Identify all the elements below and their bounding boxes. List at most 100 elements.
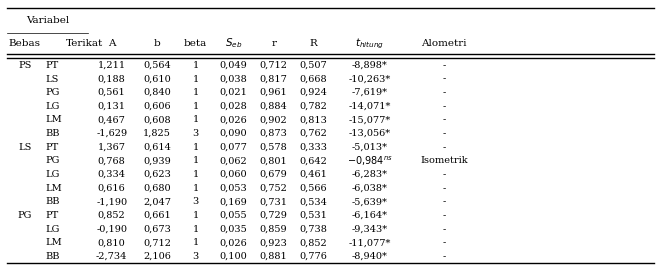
Text: 0,801: 0,801 — [260, 156, 288, 165]
Text: 0,100: 0,100 — [219, 252, 247, 261]
Text: -6,283*: -6,283* — [352, 170, 387, 179]
Text: 0,762: 0,762 — [299, 129, 327, 138]
Text: LM: LM — [45, 115, 61, 124]
Text: 0,673: 0,673 — [143, 225, 171, 234]
Text: 0,661: 0,661 — [143, 211, 171, 220]
Text: -: - — [442, 102, 446, 111]
Text: 0,881: 0,881 — [260, 252, 288, 261]
Text: -14,071*: -14,071* — [348, 102, 391, 111]
Text: 0,961: 0,961 — [260, 88, 288, 97]
Text: 0,623: 0,623 — [143, 170, 171, 179]
Text: Alometri: Alometri — [421, 39, 467, 48]
Text: PG: PG — [45, 156, 59, 165]
Text: -: - — [442, 129, 446, 138]
Text: 0,768: 0,768 — [98, 156, 126, 165]
Text: 0,776: 0,776 — [299, 252, 327, 261]
Text: 0,564: 0,564 — [143, 61, 171, 70]
Text: 0,049: 0,049 — [219, 61, 247, 70]
Text: 0,712: 0,712 — [143, 238, 171, 247]
Text: LG: LG — [45, 102, 59, 111]
Text: 1,211: 1,211 — [98, 61, 126, 70]
Text: 1: 1 — [192, 61, 199, 70]
Text: -0,190: -0,190 — [97, 225, 127, 234]
Text: -: - — [442, 61, 446, 70]
Text: 0,616: 0,616 — [98, 184, 126, 193]
Text: -1,190: -1,190 — [96, 197, 128, 206]
Text: 0,561: 0,561 — [98, 88, 126, 97]
Text: 0,852: 0,852 — [98, 211, 126, 220]
Text: 0,169: 0,169 — [219, 197, 247, 206]
Text: 0,852: 0,852 — [299, 238, 327, 247]
Text: $-0{,}984^{ns}$: $-0{,}984^{ns}$ — [346, 154, 393, 168]
Text: -: - — [442, 211, 446, 220]
Text: -: - — [442, 252, 446, 261]
Text: -11,077*: -11,077* — [348, 238, 391, 247]
Text: PT: PT — [45, 143, 58, 152]
Text: BB: BB — [45, 197, 59, 206]
Text: -13,056*: -13,056* — [348, 129, 391, 138]
Text: 0,053: 0,053 — [219, 184, 247, 193]
Text: 0,884: 0,884 — [260, 102, 288, 111]
Text: Variabel: Variabel — [26, 16, 69, 25]
Text: 0,642: 0,642 — [299, 156, 327, 165]
Text: -: - — [442, 184, 446, 193]
Text: -10,263*: -10,263* — [348, 74, 391, 84]
Text: Terikat: Terikat — [65, 39, 102, 48]
Text: $S_{eb}$: $S_{eb}$ — [225, 37, 242, 50]
Text: PT: PT — [45, 61, 58, 70]
Text: 0,461: 0,461 — [299, 170, 327, 179]
Text: LS: LS — [18, 143, 32, 152]
Text: 1: 1 — [192, 88, 199, 97]
Text: -: - — [442, 88, 446, 97]
Text: 0,610: 0,610 — [143, 74, 171, 84]
Text: 0,902: 0,902 — [260, 115, 288, 124]
Text: -2,734: -2,734 — [96, 252, 128, 261]
Text: 1: 1 — [192, 225, 199, 234]
Text: -6,038*: -6,038* — [352, 184, 387, 193]
Text: -: - — [442, 238, 446, 247]
Text: 0,668: 0,668 — [299, 74, 327, 84]
Text: -8,898*: -8,898* — [352, 61, 387, 70]
Text: -: - — [442, 115, 446, 124]
Text: -8,940*: -8,940* — [352, 252, 387, 261]
Text: 0,606: 0,606 — [143, 102, 171, 111]
Text: 3: 3 — [192, 129, 199, 138]
Text: -6,164*: -6,164* — [352, 211, 387, 220]
Text: 0,924: 0,924 — [299, 88, 327, 97]
Text: -1,629: -1,629 — [96, 129, 128, 138]
Text: 0,077: 0,077 — [219, 143, 247, 152]
Text: beta: beta — [184, 39, 208, 48]
Text: 0,566: 0,566 — [299, 184, 327, 193]
Text: 0,680: 0,680 — [143, 184, 171, 193]
Text: 0,531: 0,531 — [299, 211, 327, 220]
Text: 0,026: 0,026 — [219, 115, 247, 124]
Text: -5,013*: -5,013* — [352, 143, 387, 152]
Text: 1: 1 — [192, 211, 199, 220]
Text: 0,028: 0,028 — [219, 102, 247, 111]
Text: 0,026: 0,026 — [219, 238, 247, 247]
Text: A: A — [108, 39, 116, 48]
Text: 0,021: 0,021 — [219, 88, 247, 97]
Text: LM: LM — [45, 184, 61, 193]
Text: LS: LS — [45, 74, 58, 84]
Text: 0,578: 0,578 — [260, 143, 288, 152]
Text: b: b — [153, 39, 161, 48]
Text: 0,782: 0,782 — [299, 102, 327, 111]
Text: 0,038: 0,038 — [219, 74, 247, 84]
Text: 0,738: 0,738 — [299, 225, 327, 234]
Text: 0,090: 0,090 — [219, 129, 247, 138]
Text: 0,060: 0,060 — [219, 170, 247, 179]
Text: 0,840: 0,840 — [143, 88, 171, 97]
Text: 0,817: 0,817 — [260, 74, 288, 84]
Text: $t_{hitung}$: $t_{hitung}$ — [355, 36, 384, 51]
Text: 0,679: 0,679 — [260, 170, 288, 179]
Text: 0,859: 0,859 — [260, 225, 288, 234]
Text: -: - — [442, 143, 446, 152]
Text: r: r — [271, 39, 276, 48]
Text: 0,467: 0,467 — [98, 115, 126, 124]
Text: 0,608: 0,608 — [143, 115, 171, 124]
Text: -: - — [442, 74, 446, 84]
Text: 0,810: 0,810 — [98, 238, 126, 247]
Text: PT: PT — [45, 211, 58, 220]
Text: 0,055: 0,055 — [219, 211, 247, 220]
